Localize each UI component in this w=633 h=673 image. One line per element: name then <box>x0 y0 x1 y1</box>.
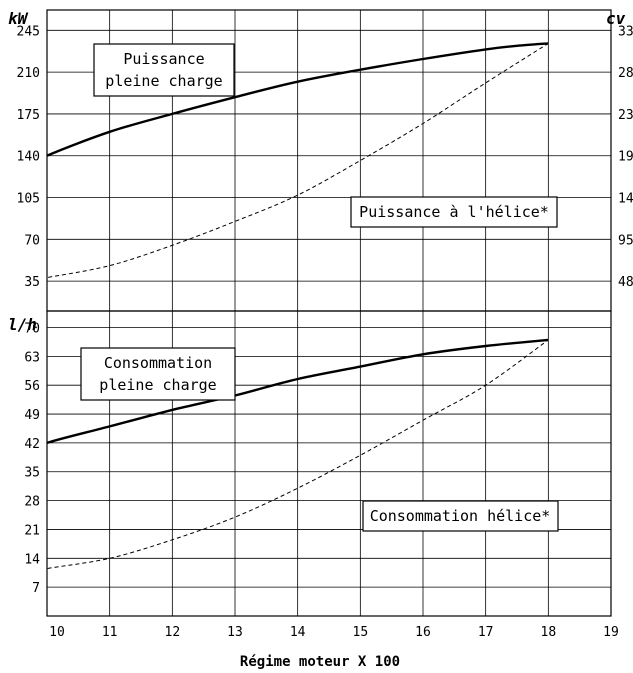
top-left-axis-unit: kW <box>8 9 29 28</box>
y-tick-label-left: 56 <box>24 379 40 394</box>
x-tick-label: 18 <box>541 625 557 640</box>
y-tick-label-left: 245 <box>17 24 40 39</box>
y-tick-label-right: 143 <box>618 192 633 207</box>
y-tick-label-right: 333 <box>618 24 633 39</box>
y-tick-label-right: 238 <box>618 108 633 123</box>
y-tick-label-right: 190 <box>618 150 633 165</box>
y-tick-label-right: 286 <box>618 66 633 81</box>
svg-text:Puissance: Puissance <box>123 50 204 68</box>
x-tick-label: 12 <box>165 625 181 640</box>
y-tick-label-left: 42 <box>24 437 40 452</box>
tick-labels: 35 70 105 140 175 210 245 48 95 143 190 238 286 333 7 1… <box>17 24 633 640</box>
curves <box>47 42 549 570</box>
top-right-axis-unit: cv <box>606 9 626 28</box>
consommation-pleine-charge-line <box>47 338 549 445</box>
svg-text:Puissance à l'hélice*: Puissance à l'hélice* <box>359 203 549 221</box>
x-tick-label: 15 <box>353 625 369 640</box>
x-tick-label: 19 <box>603 625 619 640</box>
y-tick-label-left: 210 <box>17 66 40 81</box>
puissance-pleine-charge-line <box>47 42 549 158</box>
svg-text:Consommation hélice*: Consommation hélice* <box>370 507 551 525</box>
y-tick-label-right: 48 <box>618 275 633 290</box>
y-tick-label-left: 21 <box>24 523 40 538</box>
consommation-helice-line <box>47 339 549 570</box>
x-axis-title: Régime moteur X 100 <box>240 654 400 670</box>
y-tick-label-left: 70 <box>24 321 40 336</box>
x-tick-label: 13 <box>227 625 243 640</box>
svg-text:Consommation: Consommation <box>104 354 212 372</box>
label-consommation-helice: Consommation hélice* <box>362 500 559 532</box>
svg-text:pleine charge: pleine charge <box>99 376 216 394</box>
y-tick-label-left: 35 <box>24 275 40 290</box>
label-puissance-helice: Puissance à l'hélice* <box>350 196 558 228</box>
y-tick-label-right: 95 <box>618 233 633 248</box>
x-tick-label: 17 <box>478 625 494 640</box>
x-tick-label: 11 <box>102 625 118 640</box>
bottom-left-axis-unit: l/h <box>8 315 37 334</box>
y-tick-label-left: 7 <box>32 581 40 596</box>
puissance-helice-line <box>47 42 549 279</box>
y-tick-label-left: 49 <box>24 408 40 423</box>
y-tick-label-left: 63 <box>24 350 40 365</box>
y-tick-label-left: 105 <box>17 192 40 207</box>
y-tick-label-left: 175 <box>17 108 40 123</box>
label-puissance-pleine-charge: Puissance pleine charge <box>93 43 235 97</box>
x-tick-label: 14 <box>290 625 306 640</box>
x-tick-label: 10 <box>49 625 65 640</box>
y-tick-label-left: 140 <box>17 150 40 165</box>
y-tick-label-left: 35 <box>24 466 40 481</box>
bottom-plot-frame <box>46 310 612 617</box>
y-tick-label-left: 28 <box>24 495 40 510</box>
svg-text:pleine charge: pleine charge <box>105 72 222 90</box>
label-consommation-pleine-charge: Consommation pleine charge <box>80 347 236 401</box>
y-tick-label-left: 14 <box>24 552 40 567</box>
x-tick-label: 16 <box>415 625 431 640</box>
y-tick-label-left: 70 <box>24 233 40 248</box>
